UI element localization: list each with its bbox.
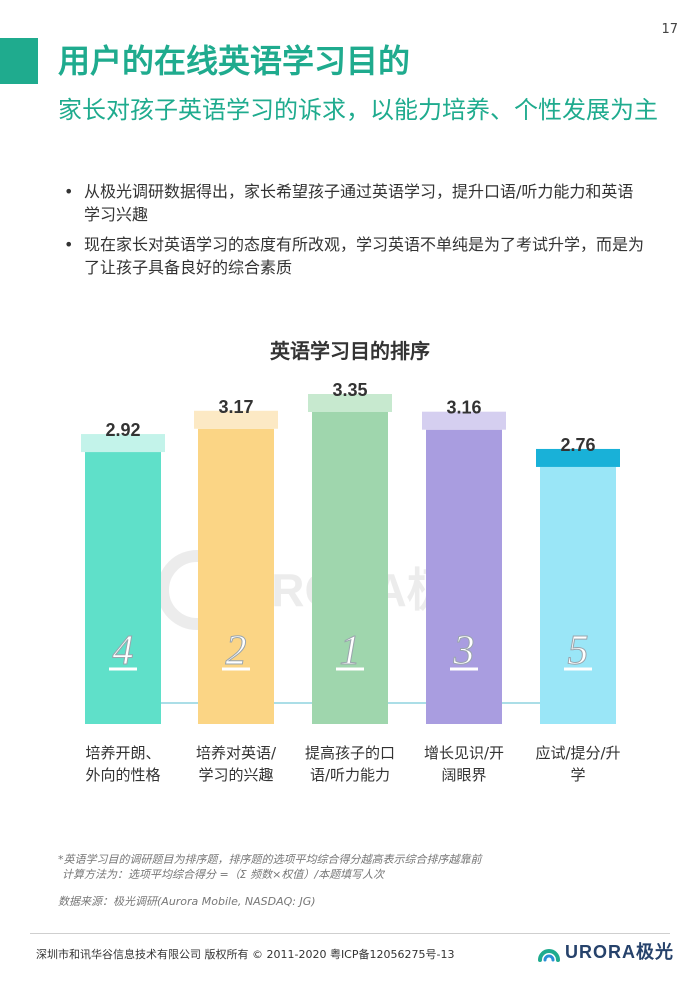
category-label: 培养开朗、 <box>85 744 160 762</box>
category-label: 阔眼界 <box>441 766 486 784</box>
value-label: 2.76 <box>560 435 595 455</box>
page-title: 用户的在线英语学习目的 <box>58 42 411 80</box>
bullet-item: 现在家长对英语学习的态度有所改观，学习英语不单纯是为了考试升学，而是为了让孩子具… <box>58 233 648 279</box>
rank-label: 1 <box>340 628 361 674</box>
bullet-item: 从极光调研数据得出，家长希望孩子通过英语学习，提升口语/听力能力和英语学习兴趣 <box>58 180 648 226</box>
bar-cap <box>422 411 506 430</box>
category-label: 语/听力能力 <box>310 766 390 784</box>
category-label: 应试/提分/升 <box>535 744 620 762</box>
category-label: 培养对英语/ <box>196 744 277 762</box>
value-label: 2.92 <box>105 420 140 440</box>
title-accent-bar <box>0 38 38 84</box>
footer-divider <box>30 933 670 934</box>
bar <box>198 428 274 724</box>
page-number: 17 <box>661 22 678 37</box>
rank-label: 2 <box>226 628 247 674</box>
chart-title: 英语学习目的排序 <box>270 339 430 363</box>
bullet-list: 从极光调研数据得出，家长希望孩子通过英语学习，提升口语/听力能力和英语学习兴趣 … <box>58 180 648 286</box>
bar-group: 3.17 2 培养对英语/学习的兴趣 <box>194 397 278 784</box>
category-label: 提高孩子的口 <box>305 744 395 762</box>
category-label: 外向的性格 <box>85 766 160 784</box>
footer-logo: URORA极光 <box>537 938 674 964</box>
bar <box>85 452 161 724</box>
bar <box>540 466 616 724</box>
data-source: 数据来源：极光调研(Aurora Mobile, NASDAQ: JG) <box>58 895 316 908</box>
aurora-logo-icon <box>538 949 560 962</box>
category-label: 学习的兴趣 <box>198 766 273 784</box>
rank-label: 4 <box>113 628 134 674</box>
bar-cap <box>81 434 165 453</box>
bar-cap <box>536 448 620 467</box>
value-label: 3.17 <box>218 397 253 417</box>
rank-label: 5 <box>568 628 589 674</box>
value-label: 3.16 <box>446 398 481 418</box>
bar-cap <box>194 410 278 429</box>
bar-cap <box>308 394 392 412</box>
bar-group: 2.76 5 应试/提分/升学 <box>535 435 620 784</box>
category-label: 学 <box>570 766 585 784</box>
page-subtitle: 家长对孩子英语学习的诉求，以能力培养、个性发展为主 <box>58 96 658 124</box>
rank-label: 3 <box>453 628 475 674</box>
footnotes: *英语学习目的调研题目为排序题，排序题的选项平均综合得分越高表示综合排序越靠前 … <box>58 852 482 909</box>
footer-copyright: 深圳市和讯华谷信息技术有限公司 版权所有 © 2011-2020 粤ICP备12… <box>36 948 455 961</box>
value-label: 3.35 <box>332 380 367 400</box>
footnote-formula: 计算方法为：选项平均综合得分 =（Σ 频数×权值）/本题填写人次 <box>62 868 385 881</box>
bar <box>426 429 502 724</box>
category-label: 增长见识/开 <box>424 744 504 762</box>
bar-chart: 英语学习目的排序 URORA极光 2.924培养开朗、外向的性格3.172培养对… <box>81 339 621 784</box>
bar-group: 2.92 4 培养开朗、外向的性格 <box>81 420 165 784</box>
footnote-method: *英语学习目的调研题目为排序题，排序题的选项平均综合得分越高表示综合排序越靠前 <box>58 853 482 866</box>
logo-text: URORA极光 <box>565 942 674 962</box>
bar <box>312 412 388 724</box>
